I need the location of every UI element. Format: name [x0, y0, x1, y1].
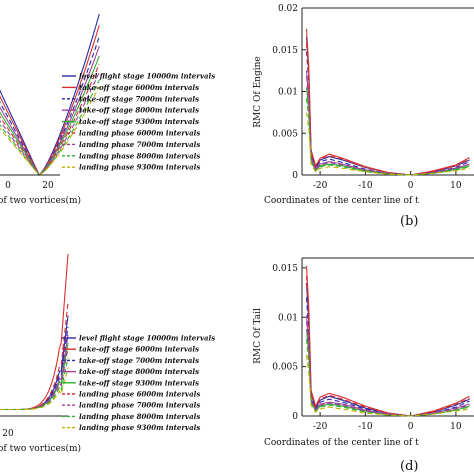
panel-b-x-tick-1: -10: [358, 181, 373, 191]
panel-c-legend-label-3: take-off stage 8000m intervals: [79, 367, 199, 376]
panel-d-x-tick-0: -20: [313, 422, 328, 432]
panel-a-series-line-1: [0, 25, 100, 176]
panel-b-x-tick-2: 0: [408, 181, 414, 191]
panel-b-x-label: Coordinates of the center line of t: [264, 196, 419, 206]
panel-a-legend-label-7: landing phase 8000m intervals: [79, 151, 200, 160]
panel-c-x-tick-0: 20: [2, 429, 14, 439]
panel-a-x-tick-1: 20: [42, 181, 54, 191]
panel-d-series-line-3: [305, 315, 470, 417]
panel-b-series-line-8: [305, 112, 470, 176]
panel-c-legend-label-0: level flight stage 10000m intervals: [79, 334, 215, 343]
panel-d-x-tick-1: -10: [358, 422, 373, 432]
panel-c-series-line-8: [0, 367, 69, 411]
panel-b-y-label: RMC Of Engine: [253, 56, 263, 127]
panel-a-x-label: of two vortices(m): [0, 195, 81, 206]
panel-b-x-tick-3: 10: [450, 181, 462, 191]
panel-b-series: [305, 28, 470, 176]
panel-d-ticks: 0 0.005 0.01 0.015 -20 -10 0 10: [272, 264, 462, 432]
panel-d-series: [305, 265, 470, 417]
panel-b-series-line-5: [305, 43, 470, 176]
panel-a-legend-label-5: landing phase 6000m intervals: [79, 129, 200, 138]
panel-d-letter: (d): [400, 459, 418, 474]
panel-c-legend-label-8: landing phase 9300m intervals: [79, 423, 200, 432]
panel-a-legend: level flight stage 10000m intervals take-…: [62, 72, 215, 172]
panel-d-series-line-2: [305, 297, 470, 417]
panel-a-series-line-8: [0, 86, 100, 176]
panel-b-y-tick-4: 0.02: [278, 4, 298, 14]
panel-b-letter: (b): [400, 214, 418, 229]
panel-d-series-line-8: [305, 354, 470, 417]
panel-a-series: [0, 13, 100, 176]
panel-d-y-tick-3: 0.015: [272, 264, 298, 274]
panel-d-y-label: RMC Of Tail: [253, 308, 263, 364]
panel-c-legend-label-2: take-off stage 7000m intervals: [79, 356, 199, 365]
panel-c-series-line-0: [0, 315, 69, 411]
panel-d-x-tick-3: 10: [450, 422, 462, 432]
panel-c: 20 of two vortices(m) level flight stage…: [0, 253, 215, 454]
panel-b-series-line-6: [305, 76, 470, 176]
panel-c-legend: level flight stage 10000m intervals take-…: [62, 334, 215, 432]
panel-a: 0 20 of two vortices(m) level flight sta…: [0, 13, 215, 206]
panel-c-legend-label-6: landing phase 7000m intervals: [79, 401, 200, 410]
panel-d-series-line-6: [305, 321, 470, 417]
panel-c-legend-label-5: landing phase 6000m intervals: [79, 390, 200, 399]
panel-d: 0 0.005 0.01 0.015 -20 -10 0 10 RMC Of Tail Coo…: [253, 257, 474, 474]
panel-d-x-tick-2: 0: [408, 422, 414, 432]
panel-c-legend-label-7: landing phase 8000m intervals: [79, 412, 200, 421]
panel-a-legend-label-6: landing phase 7000m intervals: [79, 140, 200, 149]
panel-b-x-tick-0: -20: [313, 181, 328, 191]
panel-b-series-line-7: [305, 98, 470, 176]
panel-c-legend-label-1: take-off stage 6000m intervals: [79, 345, 199, 354]
panel-c-legend-label-4: take-off stage 9300m intervals: [79, 378, 199, 387]
panel-b-y-tick-0: 0: [292, 171, 298, 181]
panel-a-legend-label-8: landing phase 9300m intervals: [79, 163, 200, 172]
panel-a-series-line-2: [0, 36, 100, 176]
panel-d-y-tick-0: 0: [292, 412, 298, 422]
panel-a-legend-label-4: take-off stage 9300m intervals: [79, 117, 199, 126]
panel-d-series-line-5: [305, 275, 470, 417]
panel-d-y-tick-2: 0.01: [278, 313, 298, 323]
panel-c-series-line-2: [0, 326, 69, 411]
panel-c-series: [0, 253, 69, 411]
panel-c-x-label: of two vortices(m): [0, 443, 81, 454]
panel-d-y-tick-1: 0.005: [272, 363, 298, 373]
panel-a-legend-label-1: take-off stage 6000m intervals: [79, 83, 199, 92]
panel-d-series-line-1: [305, 265, 470, 417]
panel-c-series-line-3: [0, 334, 69, 411]
panel-a-legend-label-0: level flight stage 10000m intervals: [79, 72, 215, 81]
panel-b-y-tick-2: 0.01: [278, 88, 298, 98]
panel-a-x-tick-0: 0: [5, 181, 11, 191]
panel-b-series-line-1: [305, 28, 470, 176]
panel-d-x-label: Coordinates of the center line of t: [264, 438, 419, 448]
panel-b-ticks: 0 0.005 0.01 0.015 0.02 -20 -10 0 10: [272, 4, 462, 191]
panel-b: 0 0.005 0.01 0.015 0.02 -20 -10 0 10 RMC Of Engi…: [253, 4, 474, 229]
panel-a-legend-label-2: take-off stage 7000m intervals: [79, 94, 199, 103]
panel-a-series-line-7: [0, 79, 100, 176]
panel-b-y-tick-1: 0.005: [272, 129, 298, 139]
panel-b-y-tick-3: 0.015: [272, 46, 298, 56]
panel-a-legend-label-3: take-off stage 8000m intervals: [79, 106, 199, 115]
